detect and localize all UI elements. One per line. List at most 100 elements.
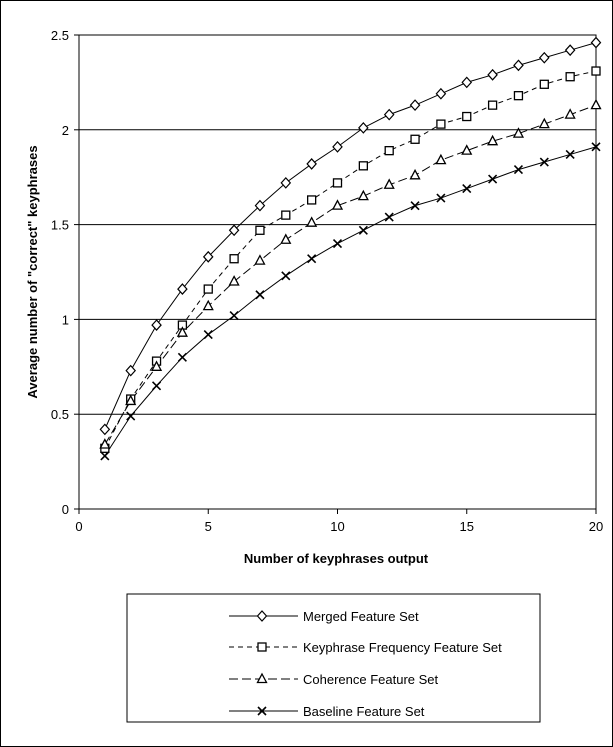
legend-marker-diamond xyxy=(256,610,268,622)
series-line-1 xyxy=(104,42,597,430)
data-point-diamond xyxy=(383,108,395,121)
data-point-triangle xyxy=(383,178,395,189)
legend-marker-x xyxy=(257,706,267,716)
data-point-x xyxy=(591,142,601,152)
legend-marker-triangle xyxy=(256,672,268,684)
data-point-triangle xyxy=(357,189,369,201)
y-tick-label: 2.5 xyxy=(51,28,69,43)
legend: Merged Feature Set Keyphrase Frequency Fe… xyxy=(126,593,541,723)
data-point-square xyxy=(281,210,291,220)
axes xyxy=(74,34,597,514)
data-point-triangle xyxy=(202,299,214,311)
data-point-square xyxy=(410,134,420,144)
data-point-x xyxy=(100,451,110,461)
data-point-square xyxy=(229,254,239,264)
data-point-x xyxy=(126,411,136,421)
data-point-triangle xyxy=(306,216,318,227)
data-point-triangle xyxy=(150,360,163,371)
data-point-diamond xyxy=(125,364,137,377)
data-point-triangle xyxy=(487,134,499,146)
data-point-triangle xyxy=(176,326,188,337)
y-tick-label: 0 xyxy=(62,502,69,517)
data-point-x xyxy=(281,271,291,281)
data-point-square xyxy=(306,195,317,205)
data-point-triangle xyxy=(280,233,292,244)
data-point-x xyxy=(177,352,187,362)
data-point-diamond xyxy=(202,250,214,263)
data-point-diamond xyxy=(435,87,447,100)
data-point-diamond xyxy=(332,140,343,153)
data-point-x xyxy=(462,184,472,194)
y-tick-labels: 0 0.5 1 1.5 2 2.5 xyxy=(51,28,69,517)
series-line-4 xyxy=(104,146,597,457)
y-axis-title: Average number of "correct" keyphrases xyxy=(25,145,40,398)
legend-box xyxy=(126,593,541,723)
data-point-diamond xyxy=(254,199,266,212)
data-point-diamond xyxy=(513,59,524,72)
data-point-square xyxy=(487,100,498,110)
x-tick-label: 15 xyxy=(460,519,474,534)
data-point-x xyxy=(513,165,524,175)
data-point-x xyxy=(255,290,265,300)
data-point-diamond xyxy=(409,99,421,112)
data-point-square xyxy=(332,178,343,188)
data-point-x xyxy=(565,149,575,160)
data-point-x xyxy=(358,225,368,235)
data-point-x xyxy=(307,254,317,264)
data-point-triangle xyxy=(409,168,421,180)
data-point-diamond xyxy=(306,158,317,170)
data-point-diamond xyxy=(564,44,576,57)
data-point-diamond xyxy=(538,51,550,64)
x-tick-labels: 0 5 10 15 20 xyxy=(75,519,603,534)
data-point-x xyxy=(384,212,394,222)
legend-marker-square xyxy=(257,642,267,652)
data-point-diamond xyxy=(280,176,292,189)
x-tick-label: 20 xyxy=(589,519,603,534)
y-tick-label: 1 xyxy=(62,312,69,327)
y-tick-label: 2 xyxy=(62,123,69,138)
data-point-x xyxy=(229,311,239,321)
data-point-diamond xyxy=(358,122,369,134)
x-axis-title: Number of keyphrases output xyxy=(244,551,429,566)
data-point-diamond xyxy=(228,224,240,237)
data-point-diamond xyxy=(177,283,188,295)
series-line-2 xyxy=(104,70,597,449)
x-tick-label: 5 xyxy=(205,519,212,534)
legend-label: Merged Feature Set xyxy=(303,609,419,624)
series-line-3 xyxy=(104,104,597,445)
data-point-x xyxy=(410,201,420,211)
data-point-square xyxy=(539,79,549,89)
data-point-x xyxy=(436,193,446,203)
data-point-x xyxy=(488,174,498,184)
data-point-triangle xyxy=(590,98,602,110)
series-markers xyxy=(99,36,602,461)
data-point-triangle xyxy=(331,199,344,210)
data-point-square xyxy=(565,72,575,82)
legend-label: Baseline Feature Set xyxy=(303,704,425,719)
data-point-triangle xyxy=(512,127,525,138)
data-point-triangle xyxy=(461,144,473,155)
data-point-diamond xyxy=(487,68,498,81)
data-point-square xyxy=(436,119,446,129)
data-point-x xyxy=(203,330,213,340)
data-point-triangle xyxy=(435,153,447,165)
y-tick-label: 0.5 xyxy=(51,407,69,422)
data-point-square xyxy=(462,111,472,122)
y-tick-label: 1.5 xyxy=(51,218,69,233)
data-point-triangle xyxy=(228,275,240,286)
data-point-diamond xyxy=(99,423,111,436)
data-point-triangle xyxy=(254,254,266,265)
x-tick-label: 0 xyxy=(75,519,82,534)
data-point-square xyxy=(384,146,394,156)
data-point-triangle xyxy=(125,394,137,406)
series-lines xyxy=(104,42,597,457)
data-point-square xyxy=(513,91,524,101)
x-tick-label: 10 xyxy=(330,519,344,534)
data-point-square xyxy=(591,66,601,76)
data-point-x xyxy=(151,381,162,391)
data-point-triangle xyxy=(564,108,576,119)
data-point-square xyxy=(255,225,265,235)
data-point-triangle xyxy=(99,438,111,449)
data-point-triangle xyxy=(538,117,550,129)
